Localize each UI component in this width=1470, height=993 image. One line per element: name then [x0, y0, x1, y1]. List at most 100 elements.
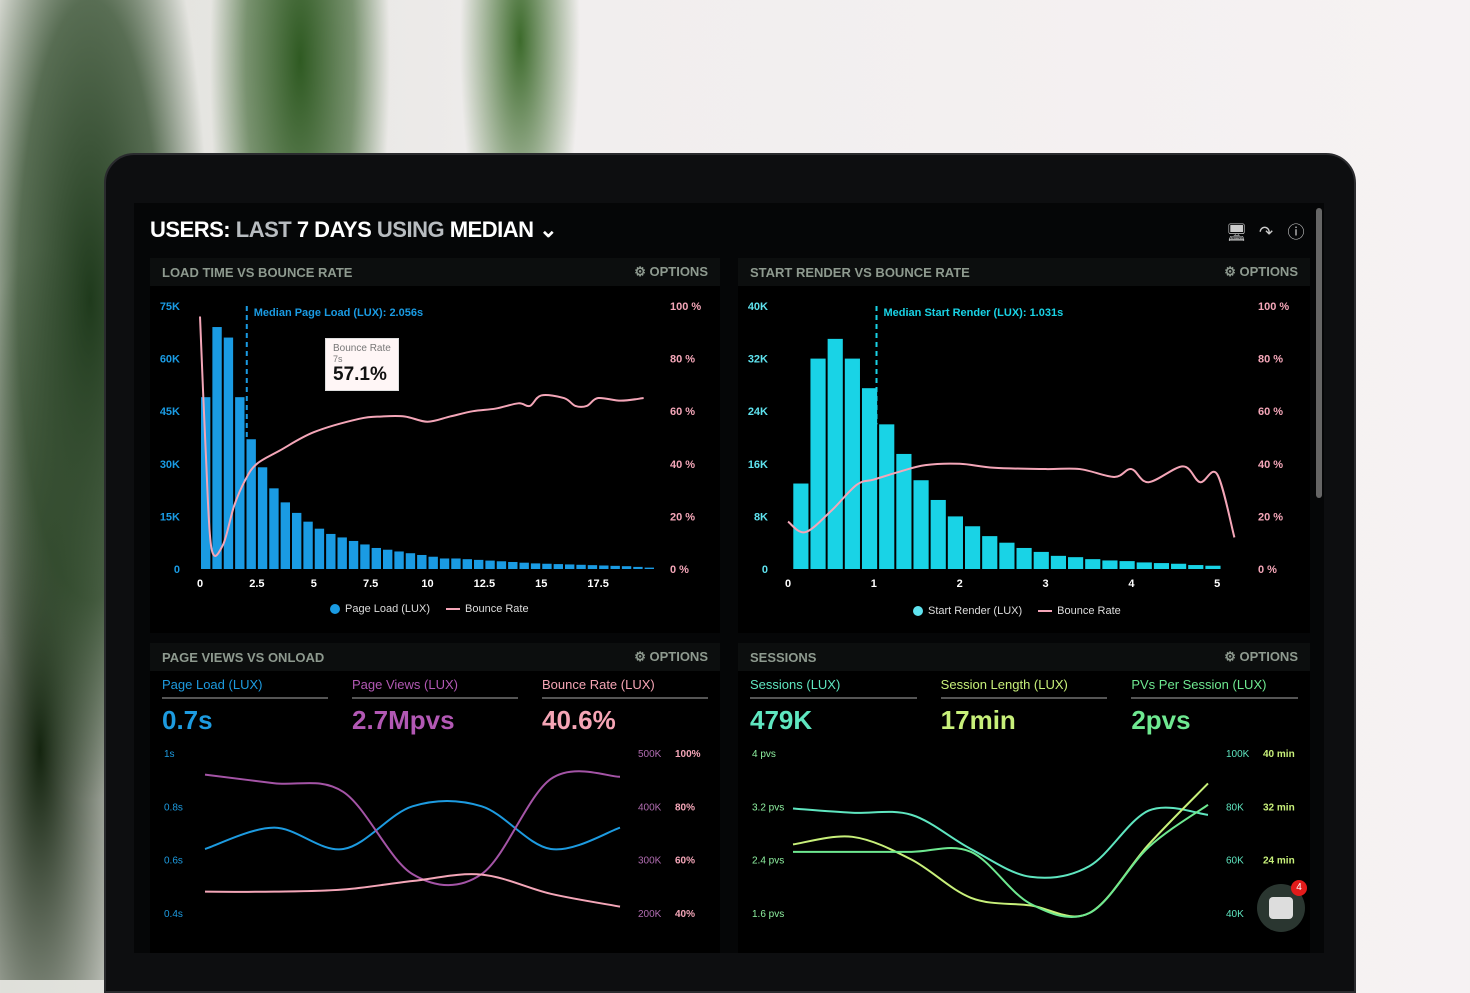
- bar: [383, 549, 393, 569]
- y2-tick-label: 80 %: [670, 354, 695, 366]
- y2-tick-label: 0 %: [670, 564, 689, 576]
- bar: [462, 559, 472, 569]
- share-icon[interactable]: ↷: [1258, 223, 1274, 242]
- panel-start-render: START RENDER VS BOUNCE RATE ⚙ OPTIONS 0 8K…: [738, 258, 1310, 633]
- y2-tick-label: 500K: [638, 749, 662, 760]
- y-tick-label: 0: [762, 564, 768, 576]
- panel-title: START RENDER VS BOUNCE RATE: [750, 264, 970, 280]
- bar: [337, 537, 347, 569]
- bar: [576, 564, 586, 569]
- y3-tick-label: 100%: [675, 749, 701, 760]
- dashboard-screen: USERS: LAST 7 DAYS USING MEDIAN ⌄ 🖥 ↷ ⓘ …: [134, 203, 1324, 953]
- bar: [530, 563, 541, 569]
- page-title[interactable]: USERS: LAST 7 DAYS USING MEDIAN ⌄: [150, 217, 558, 242]
- bar: [235, 397, 245, 569]
- y3-tick-label: 60%: [675, 856, 695, 867]
- bar: [212, 327, 222, 569]
- page-views-chart: 1s 0.8s 0.6s 0.4s 500K 400K 300K 200K 100% 80% 60%…: [164, 749, 701, 920]
- y-tick-label: 0.4s: [164, 909, 183, 920]
- options-button[interactable]: ⚙ OPTIONS: [634, 264, 708, 279]
- bar: [371, 547, 381, 569]
- kpi-label: Sessions (LUX): [750, 677, 917, 699]
- y2-tick-label: 200K: [638, 909, 662, 920]
- bar: [542, 563, 552, 569]
- y-tick-label: 0: [174, 564, 180, 576]
- bar: [599, 565, 609, 569]
- scrollbar[interactable]: [1316, 208, 1322, 498]
- kpi: Page Views (LUX) 2.7Mpvs: [352, 677, 518, 736]
- legend-item[interactable]: Bounce Rate: [1038, 605, 1121, 617]
- bar: [496, 561, 507, 569]
- x-tick-label: 3: [1042, 578, 1048, 590]
- x-tick-label: 5: [1214, 578, 1220, 590]
- chat-icon: [1269, 897, 1293, 919]
- monitor-icon[interactable]: 🖥: [1226, 223, 1248, 242]
- bar: [508, 561, 518, 569]
- bar: [280, 502, 290, 569]
- chat-button[interactable]: 4: [1257, 880, 1307, 932]
- bar: [394, 551, 404, 569]
- kpi: Bounce Rate (LUX) 40.6%: [542, 677, 708, 736]
- help-icon[interactable]: ⓘ: [1287, 223, 1305, 242]
- y2-tick-label: 60 %: [1258, 406, 1283, 418]
- kpi-label: Bounce Rate (LUX): [542, 677, 708, 699]
- x-tick-label: 7.5: [363, 578, 378, 590]
- bar: [844, 358, 860, 569]
- y2-tick-label: 100 %: [1258, 301, 1289, 313]
- median-label: Median Page Load (LUX): 2.056s: [254, 307, 423, 319]
- chevron-down-icon[interactable]: ⌄: [539, 217, 558, 242]
- kpi: Sessions (LUX) 479K: [750, 677, 917, 736]
- bounce-rate-line: [199, 316, 644, 557]
- bar: [982, 536, 998, 569]
- y-tick-label: 32K: [748, 354, 768, 366]
- legend: Page Load (LUX) Bounce Rate: [330, 603, 529, 615]
- y2-tick-label: 60K: [1226, 856, 1244, 867]
- kpi-value: 0.7s: [162, 705, 213, 735]
- legend-item[interactable]: Page Load (LUX): [330, 603, 430, 615]
- kpi-label: Session Length (LUX): [940, 677, 1108, 699]
- y-tick-label: 3.2 pvs: [752, 802, 784, 813]
- y-tick-label: 16K: [748, 459, 768, 471]
- kpi-value: 2pvs: [1131, 705, 1191, 735]
- y3-tick-label: 40 min: [1263, 749, 1295, 760]
- bar: [1085, 559, 1101, 569]
- y-tick-label: 30K: [160, 459, 180, 471]
- panel-title: PAGE VIEWS VS ONLOAD: [162, 649, 325, 665]
- kpi: PVs Per Session (LUX) 2pvs: [1131, 677, 1299, 736]
- bar: [1171, 563, 1187, 569]
- bar: [930, 499, 946, 569]
- panel-title: SESSIONS: [750, 649, 817, 665]
- y2-tick-label: 0 %: [1258, 564, 1277, 576]
- x-tick-label: 12.5: [474, 578, 495, 590]
- bar: [999, 542, 1015, 569]
- options-button[interactable]: ⚙ OPTIONS: [1224, 264, 1298, 279]
- legend-item[interactable]: Start Render (LUX): [913, 605, 1022, 617]
- bar: [896, 453, 912, 569]
- tooltip: Bounce Rate 7s 57.1%: [325, 338, 399, 391]
- legend-item[interactable]: Bounce Rate: [446, 603, 529, 615]
- x-tick-label: 2: [957, 578, 963, 590]
- bar: [303, 521, 313, 569]
- options-button[interactable]: ⚙ OPTIONS: [634, 649, 708, 664]
- legend: Start Render (LUX) Bounce Rate: [913, 605, 1121, 617]
- bar: [257, 467, 268, 569]
- sessions-chart: 4 pvs 3.2 pvs 2.4 pvs 1.6 pvs 100K 80K 60K 40K 4…: [752, 749, 1295, 920]
- y-tick-label: 0.8s: [164, 802, 183, 813]
- y3-tick-label: 24 min: [1263, 856, 1295, 867]
- bar: [553, 564, 563, 569]
- y-tick-label: 24K: [748, 406, 768, 418]
- bar: [485, 560, 495, 569]
- x-tick-label: 2.5: [249, 578, 264, 590]
- bar: [348, 540, 359, 569]
- bar: [519, 562, 529, 569]
- y-tick-label: 0.6s: [164, 856, 183, 867]
- kpi-value: 479K: [750, 705, 813, 735]
- kpi: Page Load (LUX) 0.7s: [162, 677, 328, 736]
- y2-tick-label: 80 %: [1258, 354, 1283, 366]
- bar: [1102, 560, 1118, 569]
- bar: [405, 553, 416, 569]
- bar: [1119, 561, 1135, 569]
- x-tick-label: 4: [1128, 578, 1135, 590]
- panel-title: LOAD TIME VS BOUNCE RATE: [162, 264, 353, 280]
- options-button[interactable]: ⚙ OPTIONS: [1224, 649, 1298, 664]
